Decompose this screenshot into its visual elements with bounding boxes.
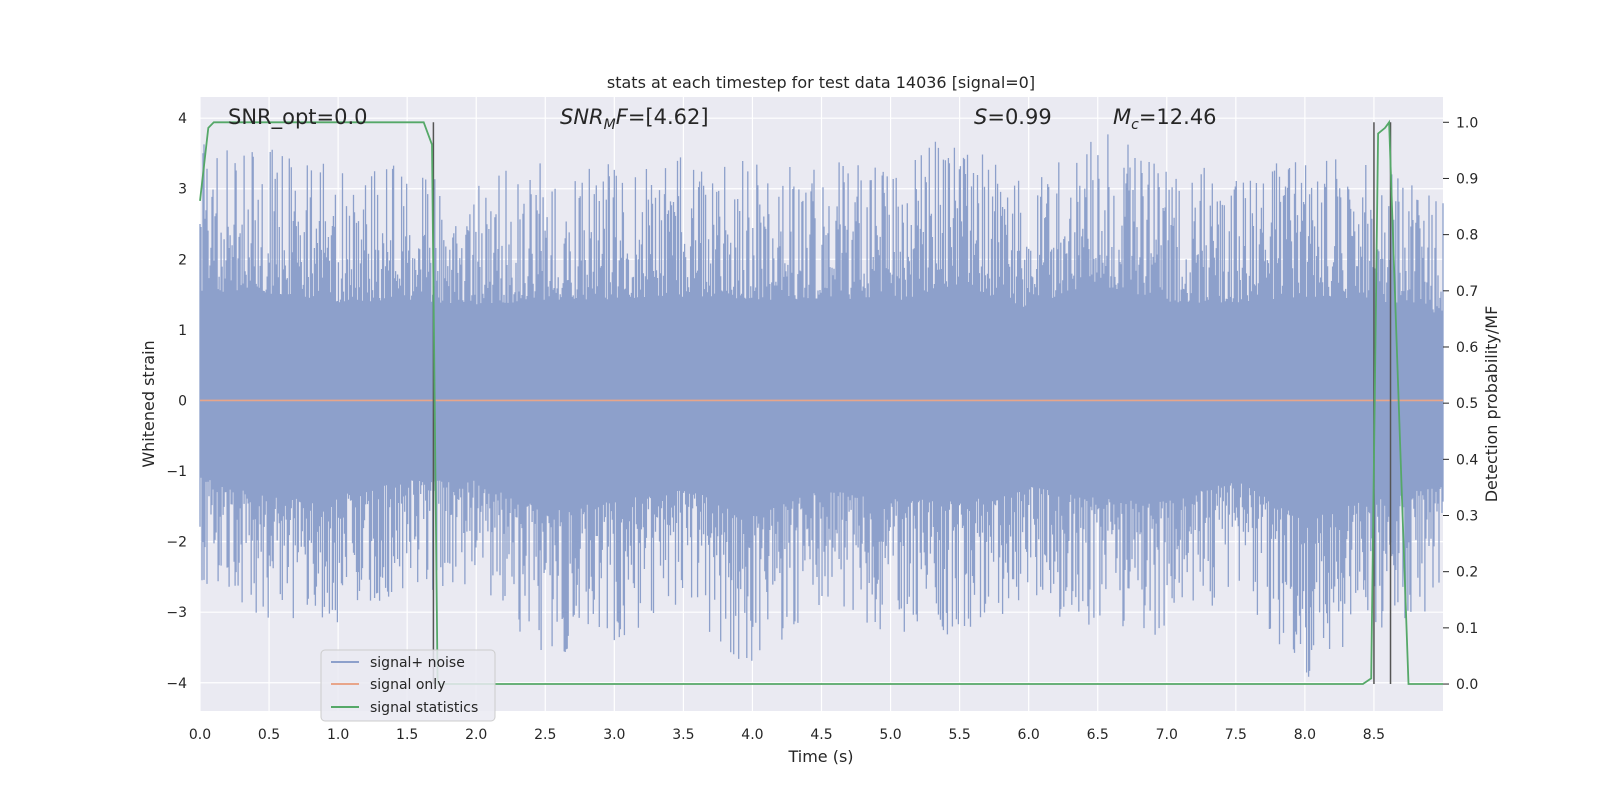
y-right-axis-label: Detection probability/MF: [1482, 306, 1501, 503]
x-tick-label: 4.5: [810, 727, 832, 743]
x-tick-label: 6.0: [1018, 727, 1040, 743]
x-tick-label: 8.5: [1363, 727, 1385, 743]
y-right-tick-label: 0.3: [1456, 509, 1478, 525]
x-axis-label: Time (s): [787, 747, 853, 766]
y-right-tick-label: 0.0: [1456, 677, 1478, 693]
y-tick-label: 4: [178, 111, 187, 127]
x-tick-label: 4.0: [741, 727, 763, 743]
x-tick-label: 3.0: [603, 727, 625, 743]
y-right-tick-label: 0.6: [1456, 340, 1478, 356]
y-right-tick-label: 0.9: [1456, 171, 1478, 187]
y-tick-label: −3: [166, 605, 187, 621]
x-tick-label: 5.5: [948, 727, 970, 743]
x-tick-label: 0.0: [189, 727, 211, 743]
y-right-tick-label: 0.7: [1456, 284, 1478, 300]
annotation-mc: Mc=12.46: [1113, 105, 1217, 133]
signal-statistics-line: [199, 119, 1443, 685]
legend: signal+ noise signal only signal statist…: [320, 649, 496, 722]
x-tick-label: 7.0: [1156, 727, 1178, 743]
y-tick-label: 3: [178, 182, 187, 198]
y-right-tick-label: 0.1: [1456, 621, 1478, 637]
y-axis-label: Whitened strain: [139, 340, 158, 467]
legend-label-signal-statistics: signal statistics: [370, 700, 478, 716]
y-tick-label: 0: [178, 393, 187, 409]
x-tick-label: 2.0: [465, 727, 487, 743]
y-right-tick-label: 0.4: [1456, 452, 1478, 468]
y-right-tick-label: 1.0: [1456, 115, 1478, 131]
x-tick-label: 1.0: [327, 727, 349, 743]
x-tick-label: 6.5: [1087, 727, 1109, 743]
y-right-axis-ticks: 0.0 0.1 0.2 0.3 0.4 0.5 0.6 0.7 0.8 0.9 1.0: [1443, 115, 1478, 693]
x-tick-label: 0.5: [258, 727, 280, 743]
legend-label-signal-noise: signal+ noise: [370, 655, 465, 671]
y-tick-label: 2: [178, 252, 187, 268]
x-tick-label: 3.5: [672, 727, 694, 743]
y-tick-label: −1: [166, 464, 187, 480]
y-tick-label: −2: [166, 535, 187, 551]
chart-title: stats at each timestep for test data 140…: [607, 73, 1035, 92]
x-tick-label: 5.0: [879, 727, 901, 743]
legend-box: [320, 649, 496, 722]
y-tick-label: 1: [178, 323, 187, 339]
signal-statistics-series: [199, 119, 1443, 685]
x-tick-label: 2.5: [534, 727, 556, 743]
annotation-s: S=0.99: [974, 105, 1052, 129]
x-axis-ticks: 0.0 0.5 1.0 1.5 2.0 2.5 3.0 3.5 4.0 4.5 5.0 5.5 6.0 6…: [189, 727, 1385, 743]
x-tick-label: 8.0: [1294, 727, 1316, 743]
y-right-tick-label: 0.8: [1456, 228, 1478, 244]
x-tick-label: 1.5: [396, 727, 418, 743]
y-right-tick-label: 0.5: [1456, 396, 1478, 412]
x-tick-label: 7.5: [1225, 727, 1247, 743]
y-right-tick-label: 0.2: [1456, 565, 1478, 581]
annotation-snr-mf: SNRMF=[4.62]: [560, 105, 709, 133]
y-axis-ticks: −4 −3 −2 −1 0 1 2 3 4: [166, 111, 187, 692]
annotation-snr-opt: SNR_opt=0.0: [228, 105, 368, 130]
y-tick-label: −4: [166, 676, 187, 692]
legend-label-signal-only: signal only: [370, 677, 445, 693]
